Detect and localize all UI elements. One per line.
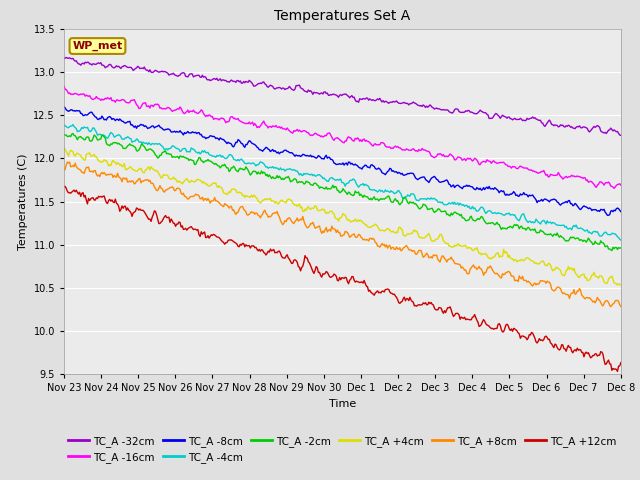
X-axis label: Time: Time (329, 399, 356, 409)
Y-axis label: Temperatures (C): Temperatures (C) (18, 153, 28, 250)
Title: Temperatures Set A: Temperatures Set A (275, 10, 410, 24)
Legend: TC_A -32cm, TC_A -16cm, TC_A -8cm, TC_A -4cm, TC_A -2cm, TC_A +4cm, TC_A +8cm, T: TC_A -32cm, TC_A -16cm, TC_A -8cm, TC_A … (64, 432, 621, 467)
Text: WP_met: WP_met (72, 41, 123, 51)
